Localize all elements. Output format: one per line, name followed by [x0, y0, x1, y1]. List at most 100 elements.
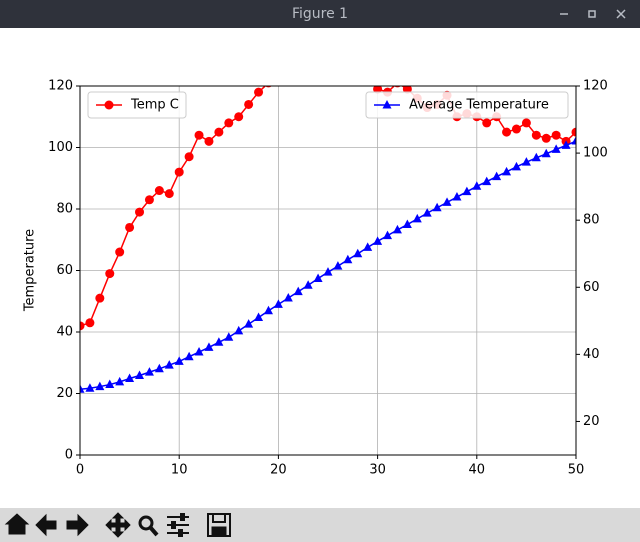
marker — [283, 293, 293, 302]
toolbar — [0, 508, 640, 542]
marker — [502, 127, 512, 137]
marker — [541, 148, 551, 158]
save-button[interactable] — [207, 513, 231, 537]
marker — [184, 351, 194, 361]
marker — [254, 87, 264, 97]
marker — [521, 118, 531, 128]
y2-tick-label: 100 — [583, 146, 608, 161]
back-button[interactable] — [35, 513, 57, 537]
y2-tick-label: 80 — [583, 213, 600, 228]
marker — [511, 124, 521, 134]
marker — [432, 202, 442, 212]
marker — [531, 152, 541, 162]
marker — [174, 356, 184, 365]
marker — [104, 100, 114, 110]
marker — [383, 230, 393, 240]
x-tick-label: 20 — [270, 463, 287, 478]
marker — [303, 280, 313, 289]
y2-tick-label: 40 — [583, 347, 600, 362]
marker — [254, 312, 264, 321]
marker — [80, 321, 85, 331]
marker — [105, 269, 115, 279]
marker — [184, 152, 194, 162]
marker — [244, 99, 254, 109]
marker — [551, 130, 561, 140]
marker — [561, 140, 571, 149]
marker — [502, 166, 512, 176]
marker — [363, 242, 373, 251]
marker — [273, 299, 283, 308]
marker — [224, 118, 234, 128]
marker — [234, 112, 244, 122]
marker — [204, 342, 214, 351]
legend-label: Average Temperature — [409, 98, 549, 113]
marker — [135, 370, 145, 379]
marker — [214, 337, 224, 346]
marker — [293, 286, 303, 296]
marker — [95, 381, 105, 391]
y-tick-label: 60 — [56, 263, 73, 278]
marker — [194, 347, 204, 356]
marker — [164, 360, 174, 369]
marker — [402, 219, 412, 229]
x-tick-label: 40 — [469, 463, 486, 478]
marker — [154, 363, 164, 373]
y2-tick-label: 60 — [583, 280, 600, 295]
window-buttons[interactable] — [560, 9, 626, 19]
x-tick-label: 30 — [369, 463, 386, 478]
marker — [373, 236, 383, 245]
marker — [263, 305, 273, 315]
marker — [105, 379, 115, 389]
marker — [135, 207, 145, 217]
marker — [164, 189, 174, 199]
marker — [234, 325, 244, 335]
title-bar — [0, 0, 640, 28]
marker — [442, 197, 452, 206]
y-tick-label: 0 — [65, 448, 73, 463]
marker — [115, 247, 125, 257]
home-button[interactable] — [4, 513, 30, 535]
marker — [412, 213, 422, 223]
pan-button[interactable] — [105, 512, 131, 538]
x-tick-label: 0 — [76, 463, 84, 478]
marker — [452, 192, 462, 201]
marker — [194, 130, 204, 140]
configure-button[interactable] — [167, 513, 189, 537]
marker — [80, 384, 85, 393]
marker — [204, 136, 214, 146]
legend-box — [365, 91, 569, 119]
y2-tick-label: 120 — [583, 79, 608, 94]
marker — [174, 167, 184, 177]
zoom-button[interactable] — [138, 515, 159, 537]
marker — [244, 319, 254, 328]
marker — [333, 261, 343, 270]
y-tick-label: 100 — [48, 140, 73, 155]
y-tick-label: 120 — [48, 79, 73, 94]
marker — [511, 161, 521, 171]
toolbar-buttons[interactable] — [4, 512, 231, 538]
marker — [531, 130, 541, 140]
marker — [353, 248, 363, 258]
marker — [85, 383, 95, 392]
y-tick-label: 20 — [56, 386, 73, 401]
marker — [382, 100, 392, 109]
marker — [422, 208, 432, 217]
marker — [472, 181, 482, 190]
marker — [571, 127, 576, 137]
marker — [521, 157, 531, 166]
marker — [85, 318, 95, 328]
x-tick-label: 50 — [568, 463, 585, 478]
marker — [115, 376, 125, 386]
marker — [144, 367, 154, 376]
y-tick-label: 40 — [56, 325, 73, 340]
forward-button[interactable] — [66, 513, 89, 537]
marker — [541, 133, 551, 143]
marker — [154, 186, 164, 196]
marker — [313, 273, 323, 283]
marker — [343, 254, 353, 264]
marker — [571, 136, 576, 145]
marker — [482, 176, 492, 186]
legend-box — [87, 91, 187, 119]
legend-label: Temp C — [130, 98, 179, 113]
marker — [95, 293, 105, 303]
